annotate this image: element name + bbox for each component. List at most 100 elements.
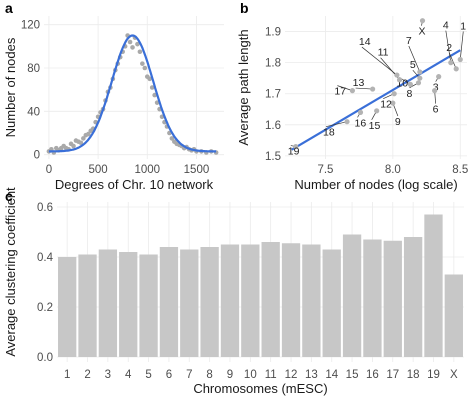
b-y-tick-label: 1.5 — [265, 151, 281, 163]
c-bar-6 — [159, 247, 179, 357]
c-x-tick-label: 7 — [186, 369, 192, 381]
b-label-leader — [361, 46, 398, 76]
a-data-point — [140, 61, 145, 66]
a-data-point — [142, 65, 148, 71]
a-y-axis-title: Number of nodes — [3, 37, 18, 137]
c-y-axis-title: Average clustering coefficient — [3, 187, 18, 357]
c-bar-17 — [383, 240, 402, 357]
b-point-label: 12 — [380, 99, 392, 111]
b-data-point — [394, 72, 400, 78]
a-data-point — [81, 136, 86, 141]
a-data-point — [130, 45, 135, 50]
panel-c: 0.00.20.40.61 2 3 4 5 6 7 8 9 10 11 12 13 14 15 16 17 18 1… — [3, 187, 464, 396]
panel-b: 7.5 8.0 8.51.51.61.71.81.91234567891011121… — [236, 0, 468, 192]
b-point-label: 13 — [353, 77, 365, 89]
c-bar-15 — [342, 234, 362, 357]
b-y-tick-label: 1.8 — [265, 58, 281, 70]
b-data-point — [390, 100, 396, 106]
b-data-point — [293, 143, 299, 150]
b-point-label: 4 — [443, 20, 449, 32]
a-data-point — [137, 49, 143, 55]
c-bar-12 — [281, 243, 301, 357]
c-y-tick-label: 0.6 — [37, 202, 53, 214]
b-data-point — [453, 66, 459, 72]
b-label-leader — [445, 30, 452, 63]
b-y-tick-label: 1.9 — [265, 27, 281, 39]
b-point-label: 9 — [395, 116, 401, 128]
c-bar-1 — [58, 257, 77, 357]
a-y-tick-label: 80 — [27, 63, 40, 75]
b-label-leader — [408, 45, 421, 73]
b-data-point — [374, 108, 380, 114]
b-point-label: 7 — [406, 35, 412, 47]
b-data-point — [448, 60, 454, 66]
c-x-tick-label: 1 — [64, 369, 70, 381]
panel-c-background — [57, 202, 464, 362]
b-data-point — [370, 86, 376, 92]
panel-c-letter: c — [5, 188, 13, 204]
c-y-tick-label: 0.2 — [37, 302, 53, 314]
b-x-axis-title: Number of nodes (log scale) — [294, 177, 457, 192]
c-x-tick-label: 16 — [366, 369, 379, 381]
a-data-point — [85, 131, 91, 137]
a-data-point — [152, 92, 157, 98]
b-data-point — [407, 81, 413, 87]
b-point-label: 6 — [433, 104, 439, 116]
b-y-axis-title: Average path length — [236, 29, 251, 145]
c-bar-9 — [220, 244, 240, 357]
b-y-tick-label: 1.6 — [265, 120, 281, 132]
b-data-point — [349, 88, 356, 94]
b-label-leader — [325, 121, 348, 128]
c-x-tick-label: 13 — [305, 369, 318, 381]
a-x-tick-label: 1000 — [134, 164, 160, 176]
a-x-tick-label: 0 — [46, 164, 52, 176]
a-data-point — [71, 143, 76, 149]
b-data-point — [344, 119, 350, 125]
b-data-point — [396, 77, 403, 83]
panel-a: 0 500 1000 1500 0 40 80 120 Degrees of Chr. 10 n… — [3, 0, 224, 192]
b-point-label: 8 — [406, 88, 412, 100]
c-x-tick-label: 11 — [265, 369, 277, 381]
a-y-tick-label: 40 — [27, 106, 40, 118]
c-bar-3 — [98, 249, 118, 357]
c-bar-4 — [119, 252, 138, 357]
b-data-point — [415, 80, 422, 86]
b-label-leader — [459, 31, 464, 60]
b-data-point — [357, 109, 364, 115]
c-x-axis-title: Chromosomes (mESC) — [193, 381, 327, 396]
c-y-tick-label: 0.0 — [37, 352, 53, 364]
c-x-tick-label: 5 — [145, 369, 151, 381]
b-data-point — [417, 69, 423, 75]
b-point-label: 14 — [359, 36, 371, 48]
b-point-label: 10 — [396, 77, 408, 89]
c-y-tick-label: 0.4 — [37, 252, 54, 264]
b-label-leader — [355, 87, 373, 90]
panel-a-background — [44, 16, 224, 159]
b-x-tick-label: 8.5 — [452, 164, 468, 176]
b-x-tick-label: 7.5 — [317, 164, 333, 176]
b-label-leader — [337, 85, 353, 91]
c-bar-13 — [302, 244, 321, 357]
b-data-point — [391, 91, 397, 97]
panel-b-letter: b — [240, 0, 249, 16]
c-x-tick-label: 14 — [325, 369, 338, 381]
a-data-point — [135, 41, 140, 47]
c-bar-19 — [424, 214, 443, 357]
a-y-tick-label: 120 — [21, 20, 40, 32]
c-x-tick-label: 15 — [346, 369, 359, 381]
c-bar-18 — [403, 237, 423, 357]
b-point-label: 1 — [460, 21, 466, 33]
c-bar-10 — [241, 244, 260, 357]
a-data-point — [149, 85, 155, 90]
c-bar-8 — [200, 247, 219, 357]
c-x-tick-label: 8 — [206, 369, 212, 381]
b-point-label: 11 — [378, 47, 389, 59]
c-bar-5 — [139, 254, 158, 357]
b-x-tick-label: 8.0 — [385, 164, 401, 176]
c-bar-14 — [322, 249, 341, 357]
a-x-tick-label: 500 — [89, 164, 108, 176]
c-bar-7 — [180, 249, 199, 357]
b-data-point — [432, 88, 438, 94]
c-x-tick-label: 4 — [125, 369, 132, 381]
c-x-tick-label: 3 — [105, 369, 111, 381]
